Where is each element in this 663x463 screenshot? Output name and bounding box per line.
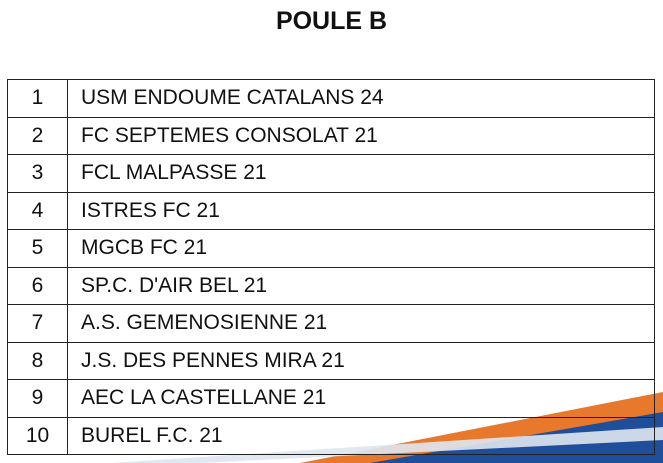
page-title: POULE B <box>275 7 388 35</box>
table-row: 6 SP.C. D'AIR BEL 21 <box>7 266 655 305</box>
rank-cell: 5 <box>7 229 68 268</box>
table-row: 9 AEC LA CASTELLANE 21 <box>7 379 655 418</box>
table-row: 8 J.S. DES PENNES MIRA 21 <box>7 341 655 380</box>
table-row: 4 ISTRES FC 21 <box>7 191 655 230</box>
rank-cell: 8 <box>7 341 68 380</box>
team-cell: ISTRES FC 21 <box>67 191 655 230</box>
rank-cell: 9 <box>7 379 68 418</box>
team-cell: SP.C. D'AIR BEL 21 <box>67 266 655 305</box>
table-row: 3 FCL MALPASSE 21 <box>7 154 655 193</box>
rank-cell: 4 <box>7 191 68 230</box>
rank-cell: 2 <box>7 116 68 155</box>
table-row: 10 BUREL F.C. 21 <box>7 416 655 455</box>
rank-cell: 6 <box>7 266 68 305</box>
table-row: 5 MGCB FC 21 <box>7 229 655 268</box>
team-cell: USM ENDOUME CATALANS 24 <box>67 79 655 118</box>
table-row: 7 A.S. GEMENOSIENNE 21 <box>7 304 655 343</box>
team-cell: A.S. GEMENOSIENNE 21 <box>67 304 655 343</box>
team-cell: AEC LA CASTELLANE 21 <box>67 379 655 418</box>
rank-cell: 3 <box>7 154 68 193</box>
rank-cell: 10 <box>7 416 68 455</box>
standings-table: 1 USM ENDOUME CATALANS 24 2 FC SEPTEMES … <box>7 79 655 455</box>
team-cell: MGCB FC 21 <box>67 229 655 268</box>
rank-cell: 1 <box>7 79 68 118</box>
team-cell: J.S. DES PENNES MIRA 21 <box>67 341 655 380</box>
team-cell: BUREL F.C. 21 <box>67 416 655 455</box>
table-row: 2 FC SEPTEMES CONSOLAT 21 <box>7 116 655 155</box>
team-cell: FC SEPTEMES CONSOLAT 21 <box>67 116 655 155</box>
team-cell: FCL MALPASSE 21 <box>67 154 655 193</box>
table-row: 1 USM ENDOUME CATALANS 24 <box>7 79 655 118</box>
rank-cell: 7 <box>7 304 68 343</box>
